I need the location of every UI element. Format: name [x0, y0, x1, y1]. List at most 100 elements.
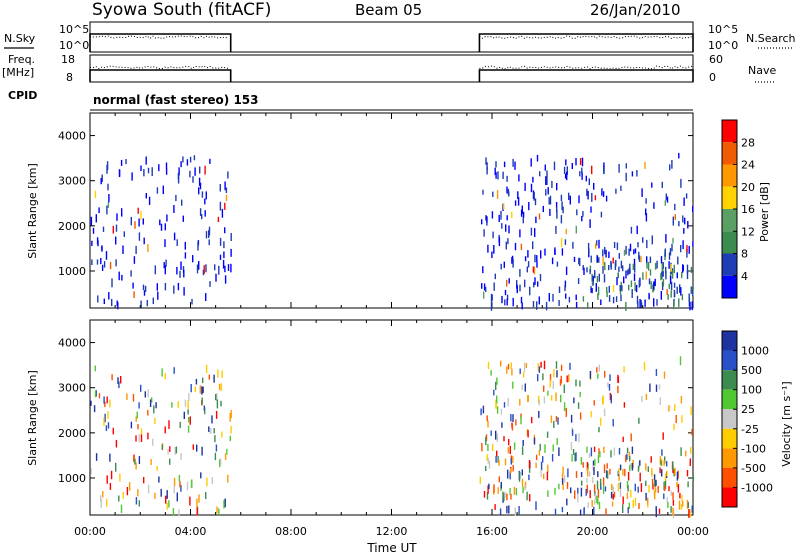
velocity-echo	[180, 453, 182, 461]
velocity-echo	[483, 491, 486, 498]
velocity-echo	[219, 459, 221, 468]
velocity-echo	[575, 471, 578, 478]
power-echo	[201, 214, 203, 220]
power-echo	[492, 191, 494, 197]
power-echo	[547, 187, 549, 195]
power-echo	[656, 260, 658, 269]
power-echo	[154, 265, 156, 275]
velocity-echo	[177, 401, 179, 408]
velocity-echo	[682, 500, 684, 507]
power-echo	[125, 159, 127, 165]
velocity-echo	[543, 473, 545, 480]
power-echo	[503, 261, 505, 268]
power-echo	[134, 221, 136, 229]
velocity-echo	[668, 486, 670, 492]
velocity-echo	[599, 478, 602, 487]
velocity-echo	[645, 393, 648, 400]
velocity-echo	[602, 485, 605, 494]
velocity-echo	[554, 487, 556, 495]
velocity-echo	[654, 486, 657, 493]
power-echo	[662, 270, 664, 277]
velocity-echo	[575, 379, 577, 387]
power-echo	[184, 252, 187, 259]
power-echo	[94, 190, 97, 199]
station-title: Syowa South (fitACF)	[92, 0, 271, 20]
power-echo	[224, 275, 227, 284]
velocity-echo	[164, 426, 166, 434]
power-echo	[565, 228, 567, 235]
date-label: 26/Jan/2010	[590, 1, 681, 19]
power-echo	[534, 198, 537, 206]
power-echo	[629, 243, 632, 252]
velocity-echo	[109, 453, 111, 462]
velocity-echo	[593, 484, 596, 492]
power-echo	[691, 301, 693, 311]
power-echo	[674, 214, 676, 220]
power-echo	[182, 156, 184, 163]
velocity-echo	[512, 465, 514, 472]
power-echo	[532, 176, 534, 183]
velocity-echo	[90, 468, 92, 475]
power-echo	[512, 258, 514, 268]
frequency-line	[478, 69, 694, 82]
velocity-echo	[596, 367, 598, 373]
velocity-echo	[488, 483, 490, 490]
power-echo	[143, 169, 145, 177]
velocity-echo	[115, 462, 117, 472]
power-echo	[218, 265, 220, 275]
power-echo	[591, 192, 593, 202]
velocity-echo	[692, 475, 695, 482]
power-echo	[670, 281, 673, 291]
velocity-echo	[561, 473, 564, 480]
velocity-echo	[487, 361, 490, 370]
velocity-echo	[103, 417, 105, 427]
colorbar-segment	[722, 275, 737, 298]
velocity-echo	[577, 493, 579, 503]
velocity-echo	[215, 444, 218, 452]
velocity-echo	[654, 479, 656, 487]
velocity-echo	[147, 484, 150, 494]
velocity-echo	[215, 394, 217, 401]
power-echo	[177, 282, 180, 291]
velocity-echo	[211, 477, 213, 485]
power-echo	[622, 265, 624, 272]
velocity-echo	[187, 425, 190, 433]
velocity-echo	[90, 400, 92, 406]
power-echo	[598, 239, 600, 249]
power-echo	[524, 279, 526, 288]
power-echo	[629, 263, 631, 269]
power-echo	[602, 191, 605, 197]
colorbar-segment	[722, 209, 737, 232]
power-echo	[205, 264, 207, 273]
power-echo	[506, 215, 508, 221]
power-echo	[208, 230, 210, 238]
power-echo	[537, 281, 539, 287]
velocity-echo	[597, 454, 600, 464]
power-echo	[539, 171, 541, 177]
power-echo	[569, 195, 571, 205]
power-echo	[562, 206, 564, 214]
power-echo	[680, 287, 682, 296]
power-echo	[690, 266, 693, 274]
velocity-echo	[610, 491, 613, 499]
power-echo	[612, 257, 614, 264]
velocity-echo	[575, 434, 577, 442]
velocity-echo	[496, 450, 498, 457]
velocity-echo	[579, 391, 581, 398]
power-echo	[553, 161, 556, 171]
velocity-echo	[650, 456, 652, 463]
power-echo	[625, 245, 627, 255]
velocity-echo	[216, 393, 218, 402]
velocity-echo	[631, 446, 634, 454]
power-echo	[527, 250, 529, 258]
power-echo	[591, 165, 593, 175]
power-echo	[672, 216, 674, 226]
power-echo	[530, 183, 533, 193]
power-echo	[542, 205, 544, 213]
power-echo	[665, 271, 667, 280]
power-echo	[192, 255, 194, 263]
power-echo	[682, 215, 684, 223]
velocity-echo	[579, 509, 582, 515]
power-scale-tick: 8	[741, 248, 748, 261]
velocity-echo	[152, 438, 154, 446]
